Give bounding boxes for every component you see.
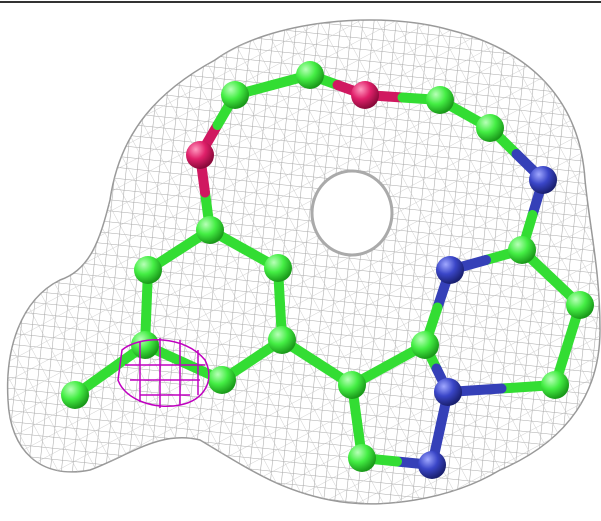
atom (508, 236, 536, 264)
mesh-hole (310, 169, 394, 257)
atom (196, 216, 224, 244)
atom (436, 256, 464, 284)
atoms (61, 61, 594, 479)
atom (131, 331, 159, 359)
atom (418, 451, 446, 479)
atom (134, 256, 162, 284)
atom (268, 326, 296, 354)
magenta-mesh (117, 339, 210, 407)
atom (61, 381, 89, 409)
atom (264, 254, 292, 282)
atom (296, 61, 324, 89)
atom (186, 141, 214, 169)
atom (426, 86, 454, 114)
atom (351, 81, 379, 109)
atom (566, 291, 594, 319)
atom (348, 444, 376, 472)
atom (221, 81, 249, 109)
atom (529, 166, 557, 194)
magenta-mesh-lines (125, 338, 205, 408)
ligand-mesh (117, 338, 210, 408)
atom (541, 371, 569, 399)
atom (208, 366, 236, 394)
atom (434, 378, 462, 406)
atom (411, 331, 439, 359)
atom (476, 114, 504, 142)
atom (338, 371, 366, 399)
